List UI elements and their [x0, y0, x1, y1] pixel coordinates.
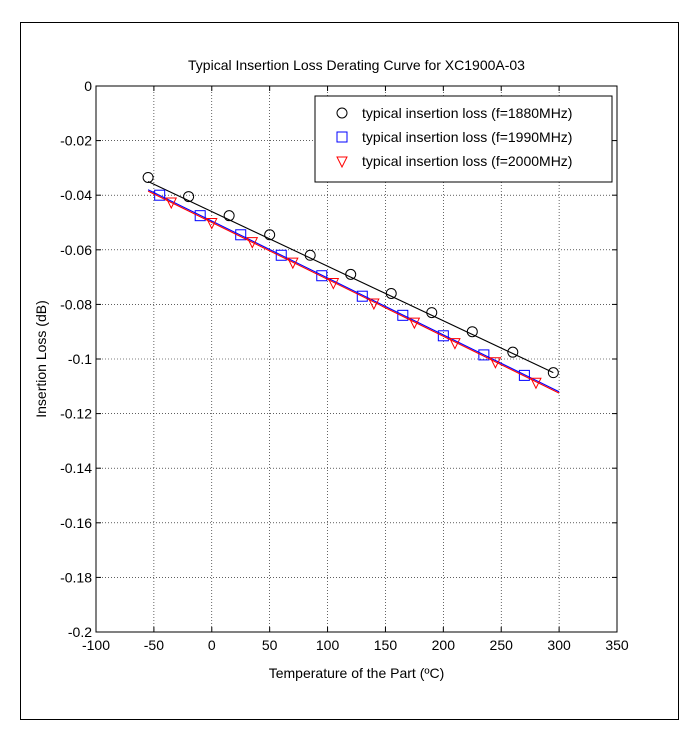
- y-tick-label: -0.2: [68, 624, 92, 640]
- data-point: [507, 346, 519, 358]
- data-point: [547, 367, 559, 379]
- data-point: [183, 191, 195, 203]
- data-point: [142, 171, 154, 183]
- series-line: [147, 190, 560, 394]
- axis-ticks: -100 -50 0 50 100 150 200 250 300 350 -0.2 -0.18 -0.…: [60, 78, 629, 653]
- x-tick-label: -100: [82, 637, 110, 653]
- legend-entry: typical insertion loss (f=1990MHz): [362, 129, 572, 145]
- data-point: [356, 290, 368, 302]
- data-point: [426, 307, 438, 319]
- data-point: [246, 237, 259, 249]
- data-point: [408, 317, 421, 330]
- data-point: [194, 210, 206, 222]
- legend-marker: [336, 107, 348, 119]
- x-tick-label: -50: [144, 637, 164, 653]
- data-point: [304, 249, 316, 261]
- legend-entry: typical insertion loss (f=1880MHz): [362, 105, 572, 121]
- legend-box: [314, 95, 613, 183]
- y-tick-label: -0.02: [60, 133, 92, 149]
- y-tick-label: -0.18: [60, 569, 92, 585]
- x-tick-label: 250: [490, 637, 514, 653]
- data-point: [368, 298, 380, 311]
- data-point: [478, 349, 490, 361]
- x-tick-label: 0: [208, 637, 216, 653]
- x-axis-label: Temperature of the Part (ºC): [269, 665, 445, 681]
- chart-title: Typical Insertion Loss Derating Curve fo…: [188, 57, 525, 73]
- data-point: [397, 309, 409, 321]
- y-tick-label: -0.04: [60, 187, 92, 203]
- y-axis-label: Insertion Loss (dB): [33, 300, 49, 418]
- data-point: [287, 257, 299, 270]
- x-tick-label: 150: [374, 637, 398, 653]
- data-point: [154, 189, 166, 201]
- data-point: [530, 377, 542, 390]
- series-square: [147, 189, 560, 393]
- series-line: [147, 181, 554, 374]
- legend: typical insertion loss (f=1880MHz) typica…: [314, 95, 613, 183]
- y-tick-label: -0.14: [60, 460, 92, 476]
- data-point: [205, 218, 218, 230]
- series-triangle-down: [147, 190, 560, 394]
- y-tick-label: 0: [84, 78, 92, 94]
- y-tick-label: -0.16: [60, 515, 92, 531]
- data-point: [327, 278, 340, 290]
- y-tick-label: -0.08: [60, 296, 92, 312]
- data-point: [223, 210, 235, 222]
- y-tick-label: -0.12: [60, 406, 92, 422]
- x-tick-label: 300: [547, 637, 571, 653]
- y-tick-label: -0.1: [68, 351, 92, 367]
- data-point: [275, 249, 287, 261]
- data-point: [518, 369, 530, 381]
- series-line: [147, 189, 560, 393]
- y-tick-label: -0.06: [60, 242, 92, 258]
- data-point: [264, 229, 276, 241]
- data-point: [437, 330, 449, 342]
- legend-entry: typical insertion loss (f=2000MHz): [362, 153, 572, 169]
- x-tick-label: 50: [262, 637, 278, 653]
- data-point: [165, 197, 178, 210]
- data-point: [466, 326, 478, 338]
- x-tick-label: 200: [432, 637, 456, 653]
- x-tick-label: 350: [605, 637, 629, 653]
- series-layer: [142, 171, 560, 394]
- data-point: [345, 268, 357, 280]
- legend-marker: [336, 131, 348, 143]
- data-point: [449, 338, 461, 350]
- data-point: [489, 357, 502, 369]
- data-point: [385, 287, 397, 299]
- data-point: [316, 270, 328, 282]
- legend-marker: [336, 156, 348, 169]
- x-tick-label: 100: [316, 637, 340, 653]
- series-circle: [142, 171, 559, 379]
